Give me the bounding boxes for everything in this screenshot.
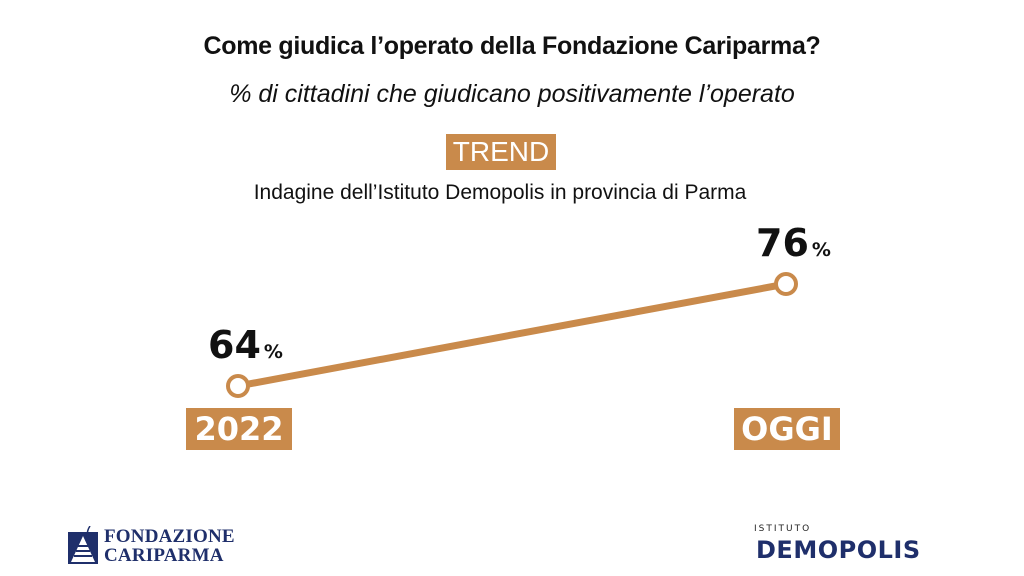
category-box-1	[186, 408, 292, 450]
category-label-1: 2022	[194, 410, 283, 448]
series-line	[234, 280, 790, 390]
value-number-1: 64	[208, 323, 261, 367]
value-unit-2: %	[812, 239, 831, 261]
value-number-2: 76	[756, 221, 809, 265]
logo-right-brand: DEMOPOLIS	[756, 536, 921, 564]
chart-title: Come giudica l’operato della Fondazione …	[203, 32, 821, 60]
fondazione-cariparma-logo: FONDAZIONE CARIPARMA	[66, 524, 235, 568]
logo-right-top: ISTITUTO	[754, 524, 812, 534]
logo-left-line2: CARIPARMA	[104, 545, 224, 566]
value-label-2: 76%	[756, 221, 831, 265]
value-label-1: 64%	[208, 323, 283, 367]
logo-left-line1: FONDAZIONE	[104, 526, 235, 547]
value-unit-1: %	[264, 341, 283, 363]
trend-badge: TREND	[446, 134, 556, 170]
chart-subtitle: % di cittadini che giudicano positivamen…	[229, 80, 795, 108]
category-box-2	[734, 408, 840, 450]
data-point-1	[226, 374, 250, 398]
demopolis-logo: ISTITUTO DEMOPOLIS	[754, 524, 964, 564]
fondazione-emblem-icon	[68, 526, 98, 564]
source-note: Indagine dell’Istituto Demopolis in prov…	[253, 181, 747, 204]
data-point-2	[774, 272, 798, 296]
category-label-2: OGGI	[741, 410, 833, 448]
